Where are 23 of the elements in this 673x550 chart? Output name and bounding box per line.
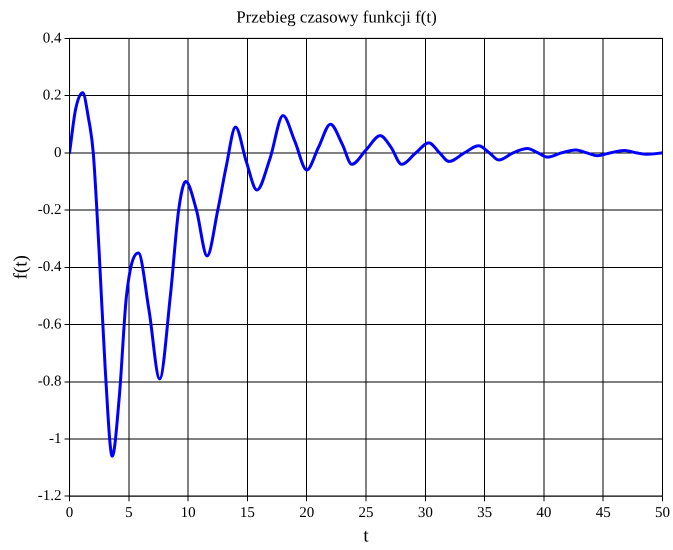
y-tick-label: -1 bbox=[49, 430, 62, 447]
x-axis-title: t bbox=[363, 526, 370, 547]
x-tick-label: 35 bbox=[477, 505, 492, 522]
x-tick-label: 30 bbox=[418, 505, 433, 522]
x-tick-label: 5 bbox=[125, 505, 133, 522]
x-tick-label: 45 bbox=[596, 505, 611, 522]
x-tick-label: 50 bbox=[655, 505, 670, 522]
chart-title: Przebieg czasowy funkcji f(t) bbox=[236, 8, 437, 27]
y-tick-label: 0 bbox=[54, 144, 62, 161]
x-tick-label: 0 bbox=[66, 505, 74, 522]
y-axis-title: f(t) bbox=[10, 255, 32, 280]
y-tick-label: 0.4 bbox=[42, 30, 62, 46]
y-tick-label: -0.4 bbox=[38, 259, 62, 276]
y-tick-label: 0.2 bbox=[42, 88, 62, 104]
x-tick-label: 25 bbox=[358, 505, 374, 522]
x-tick-label: 40 bbox=[536, 505, 552, 522]
x-tick-label: 10 bbox=[180, 505, 196, 522]
y-tick-label: -0.8 bbox=[38, 374, 62, 390]
x-tick-label: 20 bbox=[299, 505, 314, 522]
y-tick-label: -1.2 bbox=[38, 488, 62, 504]
x-tick-label: 15 bbox=[240, 505, 255, 522]
y-tick-label: -0.2 bbox=[38, 202, 62, 218]
y-tick-label: -0.6 bbox=[38, 316, 62, 332]
